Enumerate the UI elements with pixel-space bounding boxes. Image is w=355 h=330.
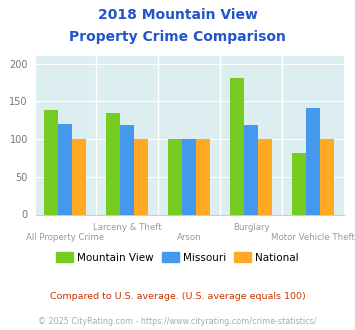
Text: Property Crime Comparison: Property Crime Comparison: [69, 30, 286, 44]
Legend: Mountain View, Missouri, National: Mountain View, Missouri, National: [52, 248, 303, 267]
Bar: [106, 113, 120, 214]
Text: Larceny & Theft: Larceny & Theft: [93, 223, 162, 232]
Text: Compared to U.S. average. (U.S. average equals 100): Compared to U.S. average. (U.S. average …: [50, 292, 305, 301]
Bar: [44, 111, 58, 214]
Bar: [306, 108, 320, 214]
Bar: [168, 139, 182, 214]
Bar: [72, 139, 86, 214]
Text: Arson: Arson: [177, 233, 201, 242]
Bar: [244, 125, 258, 214]
Bar: [230, 78, 244, 214]
Bar: [58, 124, 72, 214]
Text: 2018 Mountain View: 2018 Mountain View: [98, 8, 257, 22]
Text: Motor Vehicle Theft: Motor Vehicle Theft: [271, 233, 355, 242]
Bar: [258, 139, 272, 214]
Text: Burglary: Burglary: [233, 223, 269, 232]
Bar: [196, 139, 210, 214]
Bar: [182, 139, 196, 214]
Bar: [120, 125, 134, 214]
Text: © 2025 CityRating.com - https://www.cityrating.com/crime-statistics/: © 2025 CityRating.com - https://www.city…: [38, 317, 317, 326]
Bar: [293, 153, 306, 215]
Bar: [134, 139, 148, 214]
Bar: [320, 139, 334, 214]
Text: All Property Crime: All Property Crime: [26, 233, 104, 242]
